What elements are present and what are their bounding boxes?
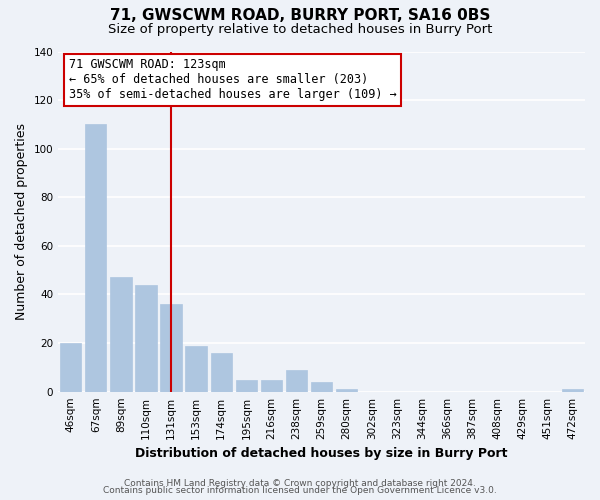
Bar <box>562 390 583 392</box>
Bar <box>60 343 82 392</box>
Bar <box>261 380 282 392</box>
Bar <box>85 124 106 392</box>
Bar <box>236 380 257 392</box>
Text: 71 GWSCWM ROAD: 123sqm
← 65% of detached houses are smaller (203)
35% of semi-de: 71 GWSCWM ROAD: 123sqm ← 65% of detached… <box>69 58 397 102</box>
Bar <box>110 278 131 392</box>
Bar <box>211 353 232 392</box>
Bar <box>286 370 307 392</box>
Bar <box>136 285 157 392</box>
Text: Contains HM Land Registry data © Crown copyright and database right 2024.: Contains HM Land Registry data © Crown c… <box>124 478 476 488</box>
Bar <box>185 346 207 392</box>
Y-axis label: Number of detached properties: Number of detached properties <box>15 123 28 320</box>
Bar <box>311 382 332 392</box>
Bar <box>160 304 182 392</box>
Text: 71, GWSCWM ROAD, BURRY PORT, SA16 0BS: 71, GWSCWM ROAD, BURRY PORT, SA16 0BS <box>110 8 490 22</box>
Bar <box>336 390 358 392</box>
Text: Contains public sector information licensed under the Open Government Licence v3: Contains public sector information licen… <box>103 486 497 495</box>
X-axis label: Distribution of detached houses by size in Burry Port: Distribution of detached houses by size … <box>136 447 508 460</box>
Text: Size of property relative to detached houses in Burry Port: Size of property relative to detached ho… <box>108 22 492 36</box>
